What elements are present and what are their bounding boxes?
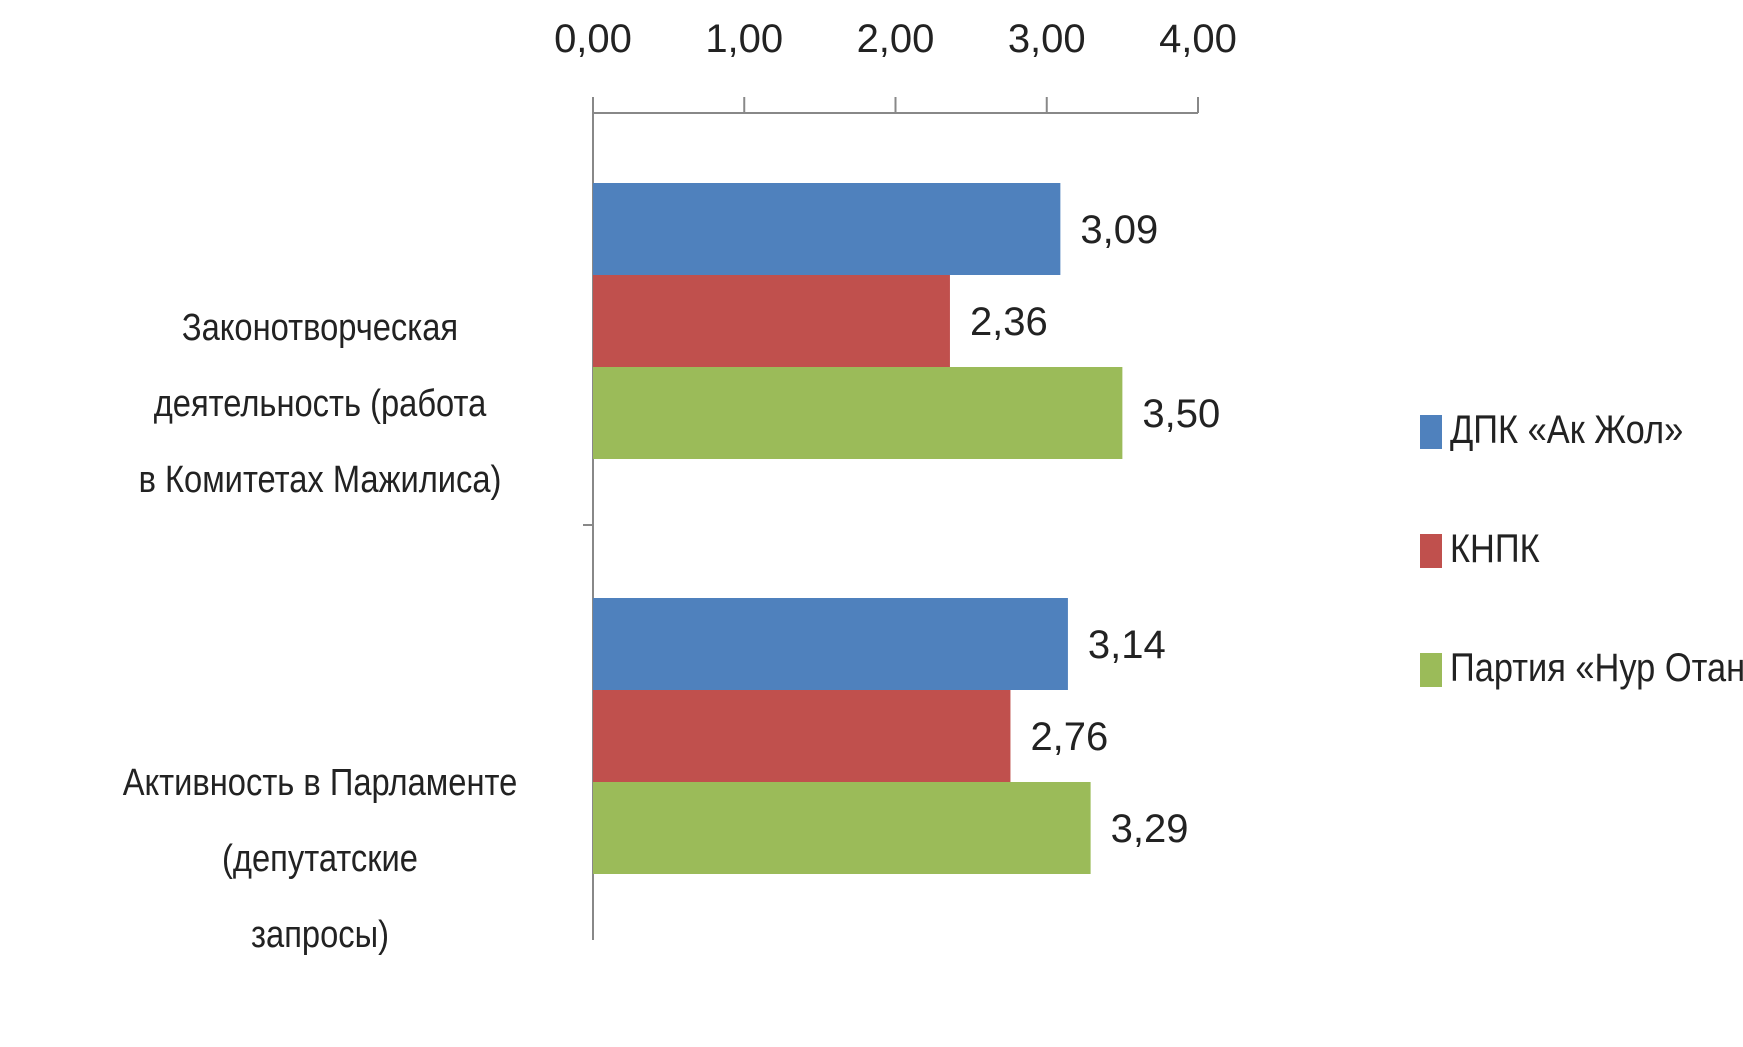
legend-item-0: ДПК «Ак Жол» (1420, 395, 1743, 514)
legend-item-2: Партия «Нур Отан» (1420, 633, 1743, 752)
axis-layer: 0,00 1,00 2,00 3,00 4,00 (554, 17, 1237, 940)
legend-label-2: Партия «Нур Отан» (1450, 646, 1743, 690)
bar (593, 598, 1068, 690)
x-tick-label: 2,00 (857, 17, 935, 61)
bar (593, 275, 950, 367)
data-label: 3,14 (1088, 623, 1166, 667)
category-label-1-line-1: Активность в Парламенте (депутатские (122, 762, 518, 880)
bar (593, 690, 1011, 782)
x-tick-label: 0,00 (554, 17, 632, 61)
bar (593, 183, 1061, 275)
bar (593, 782, 1091, 874)
legend-label-1: КНПК (1450, 527, 1540, 571)
category-label-1: Активность в Парламенте (депутатские зап… (79, 745, 561, 973)
category-label-1-line-2: запросы) (251, 914, 389, 956)
x-tick-label: 3,00 (1008, 17, 1086, 61)
category-label-0: Законотворческая деятельность (работа в … (79, 290, 561, 518)
category-label-0-line-1: Законотворческая деятельность (работа (153, 307, 487, 425)
legend: ДПК «Ак Жол» КНПК Партия «Нур Отан» (1420, 395, 1743, 752)
legend-swatch-1 (1420, 534, 1442, 568)
category-label-0-line-2: в Комитетах Мажилиса) (138, 459, 502, 501)
legend-swatch-2 (1420, 653, 1442, 687)
data-label: 3,50 (1142, 392, 1220, 436)
bar (593, 367, 1123, 459)
x-tick-label: 4,00 (1159, 17, 1237, 61)
legend-label-0: ДПК «Ак Жол» (1450, 408, 1684, 452)
legend-swatch-0 (1420, 415, 1442, 449)
data-label: 3,29 (1111, 807, 1189, 851)
data-label: 2,36 (970, 300, 1048, 344)
x-tick-label: 1,00 (705, 17, 783, 61)
data-label: 3,09 (1080, 208, 1158, 252)
bars-layer (593, 183, 1123, 874)
data-label: 2,76 (1030, 715, 1108, 759)
data-labels-layer: 3,09 2,36 3,50 3,14 2,76 3,29 (970, 208, 1220, 851)
legend-item-1: КНПК (1420, 514, 1743, 633)
